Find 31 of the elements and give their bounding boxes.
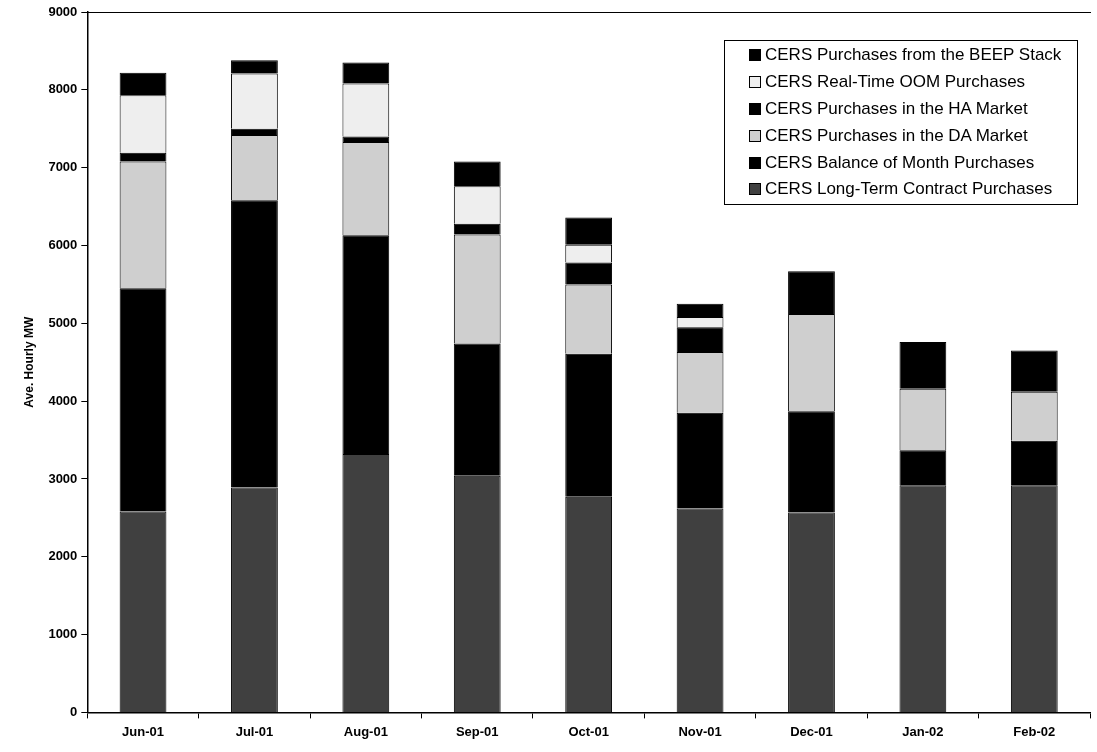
x-tick-label: Oct-01 bbox=[568, 723, 609, 739]
x-tick-label: Nov-01 bbox=[678, 723, 722, 739]
bar bbox=[788, 411, 835, 513]
y-tick-label: 6000 bbox=[48, 237, 78, 253]
legend-label: CERS Real-Time OOM Purchases bbox=[765, 72, 1026, 93]
y-tick-label: 0 bbox=[70, 703, 78, 719]
bar bbox=[231, 60, 278, 74]
legend-label: CERS Purchases in the HA Market bbox=[765, 98, 1028, 119]
y-tick-label: 9000 bbox=[48, 3, 78, 19]
y-tick-label: 1000 bbox=[48, 626, 78, 642]
bar bbox=[788, 271, 835, 314]
y-tick-label: 7000 bbox=[48, 159, 78, 175]
y-tick-label: 5000 bbox=[48, 314, 78, 330]
bar bbox=[231, 200, 278, 488]
legend-label: CERS Purchases from the BEEP Stack bbox=[765, 45, 1062, 66]
x-tick-label: Feb-02 bbox=[1013, 723, 1056, 739]
x-tick-label: Jul-01 bbox=[235, 723, 274, 739]
x-tick-label: Jan-02 bbox=[902, 723, 944, 739]
x-tick-label: Sep-01 bbox=[455, 723, 499, 739]
y-tick-label: 8000 bbox=[48, 81, 78, 97]
legend-label: CERS Balance of Month Purchases bbox=[765, 152, 1035, 173]
x-tick-label: Aug-01 bbox=[343, 723, 388, 739]
y-tick-label: 2000 bbox=[48, 548, 78, 564]
legend-label: CERS Purchases in the DA Market bbox=[765, 125, 1028, 146]
y-tick-label: 3000 bbox=[48, 470, 78, 486]
x-tick-label: Dec-01 bbox=[790, 723, 833, 739]
y-axis-title: Ave. Hourly MW bbox=[21, 316, 36, 408]
y-tick-label: 4000 bbox=[48, 392, 78, 408]
x-tick-label: Jun-01 bbox=[122, 723, 164, 739]
bar bbox=[231, 128, 278, 135]
legend-label: CERS Long-Term Contract Purchases bbox=[765, 179, 1053, 200]
